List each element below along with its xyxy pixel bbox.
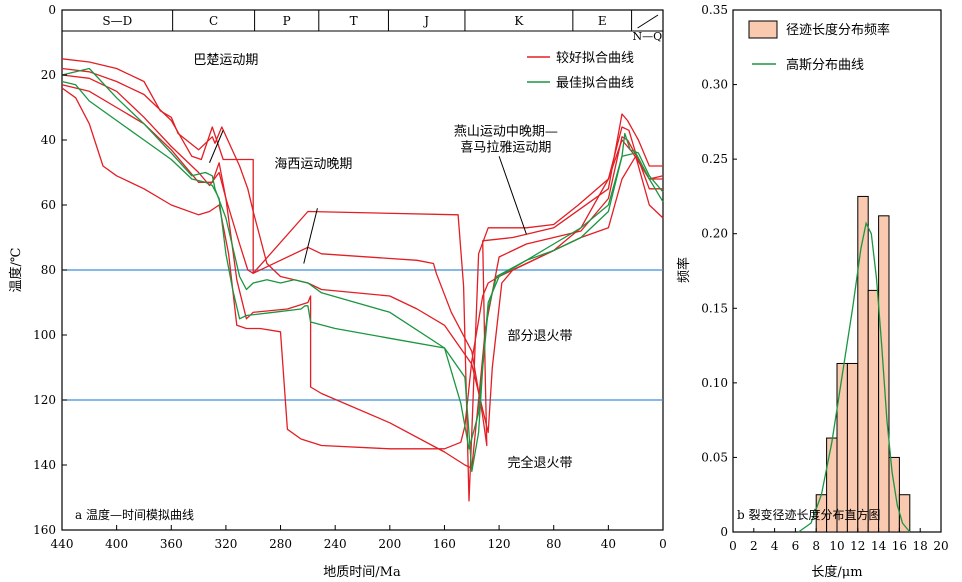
legend-label: 径迹长度分布频率	[786, 22, 890, 38]
period-label: S—D	[102, 14, 132, 28]
x-tick-label: 160	[433, 537, 456, 551]
histogram-bar	[836, 362, 848, 533]
event-annotation: 巴楚运动期	[193, 53, 258, 68]
good-fit-curve	[61, 84, 663, 447]
x-tick-label: 16	[892, 539, 907, 553]
y-tick-label: 40	[41, 133, 56, 147]
histogram-bar	[846, 362, 859, 533]
x-tick-label: 2	[750, 539, 758, 553]
y-tick-label: 60	[41, 198, 56, 212]
annotation-leader-line	[209, 130, 224, 163]
x-tick-label: 80	[546, 537, 561, 551]
zone-label: 部分退火带	[508, 329, 573, 344]
panel-a-caption: a 温度—时间模拟曲线	[75, 507, 194, 522]
x-tick-label: 10	[829, 539, 844, 553]
y-tick-label: 0.30	[701, 78, 728, 92]
panel-b-caption: b 裂变径迹长度分布直方图	[737, 507, 881, 522]
panel-a-temperature-time-chart: S—D C P T J K EN—Q 440 400 360 320 280 240 200 160 120…	[8, 3, 667, 580]
y-tick-label: 0	[48, 3, 56, 17]
panel-a-x-axis-label: 地质时间/Ma	[323, 565, 401, 580]
y-tick-label: 0.15	[701, 301, 728, 315]
panel-b-y-axis-label: 频率	[676, 257, 692, 283]
x-tick-label: 0	[659, 537, 667, 551]
x-tick-label: 20	[933, 539, 948, 553]
geologic-period-bar: S—D C P T J K E N—Q	[62, 10, 663, 43]
x-tick-label: 360	[160, 537, 183, 551]
legend-label: 高斯分布曲线	[786, 57, 864, 73]
annotation-leader-line	[498, 156, 527, 235]
x-tick-label: 40	[601, 537, 616, 551]
x-tick-label: 0	[729, 539, 737, 553]
histogram-bar	[857, 195, 869, 533]
x-tick-label: 240	[324, 537, 347, 551]
period-label: E	[598, 14, 607, 28]
gaussian-curve	[798, 221, 911, 533]
period-label: N—Q	[632, 30, 662, 43]
histogram-bar	[888, 456, 900, 533]
zone-label: 完全退火带	[508, 455, 573, 471]
panel-a-axes: 440 400 360 320 280 240 200 160 120 80 40 002040608…	[33, 3, 667, 551]
y-tick-label: 0.05	[701, 450, 728, 464]
x-tick-label: 8	[812, 539, 820, 553]
period-label: P	[283, 14, 291, 28]
legend-swatch	[748, 20, 778, 39]
y-tick-label: 0	[720, 525, 728, 539]
x-tick-label: 14	[871, 539, 887, 553]
legend-label: 最佳拟合曲线	[556, 76, 634, 91]
y-tick-label: 0.35	[701, 3, 728, 17]
y-tick-label: 100	[33, 328, 56, 342]
x-tick-label: 280	[269, 537, 292, 551]
best-fit-curve	[61, 80, 664, 473]
y-tick-label: 140	[33, 458, 56, 472]
x-tick-label: 4	[771, 539, 779, 553]
event-annotation: 燕山运动中晚期—	[454, 124, 558, 139]
annotation-leader-line	[303, 208, 318, 264]
y-tick-label: 0.10	[701, 376, 728, 390]
histogram-bar	[867, 289, 880, 533]
period-label: K	[514, 14, 524, 28]
x-tick-label: 320	[214, 537, 237, 551]
panel-a-series	[61, 58, 664, 502]
best-fit-curve	[61, 67, 664, 450]
x-tick-label: 18	[913, 539, 928, 553]
good-fit-curve	[61, 67, 664, 502]
y-tick-label: 0.25	[701, 152, 728, 166]
panel-b-track-length-histogram: 0 2 4 6 8 10 12 14 16 18 2000.050.100.150.200.250.…	[676, 3, 949, 580]
y-tick-label: 80	[41, 263, 56, 277]
event-annotation: 海西运动晚期	[274, 157, 352, 172]
annealing-zone-boundaries	[62, 269, 663, 401]
x-tick-label: 200	[378, 537, 401, 551]
legend-label: 较好拟合曲线	[556, 51, 634, 66]
x-tick-label: 120	[488, 537, 511, 551]
x-tick-label: 400	[105, 537, 128, 551]
x-tick-label: 6	[792, 539, 800, 553]
event-annotation: 喜马拉雅运动期	[460, 141, 551, 156]
good-fit-curve	[61, 74, 663, 469]
y-tick-label: 120	[33, 393, 56, 407]
period-label: T	[350, 14, 358, 28]
y-tick-label: 0.20	[701, 227, 728, 241]
period-label-leader	[637, 14, 659, 29]
y-tick-label: 20	[41, 68, 56, 82]
gaussian-curve-line	[798, 221, 911, 533]
y-tick-label: 160	[33, 523, 56, 537]
period-label: J	[422, 14, 429, 28]
panel-a-y-axis-label: 温度/℃	[8, 248, 24, 293]
panel-b-x-axis-label: 长度/μm	[811, 564, 862, 580]
period-label: C	[209, 14, 218, 28]
x-tick-label: 440	[51, 537, 74, 551]
panel-b-axes: 0 2 4 6 8 10 12 14 16 18 2000.050.100.150.200.250.…	[701, 3, 948, 553]
x-tick-label: 12	[850, 539, 865, 553]
